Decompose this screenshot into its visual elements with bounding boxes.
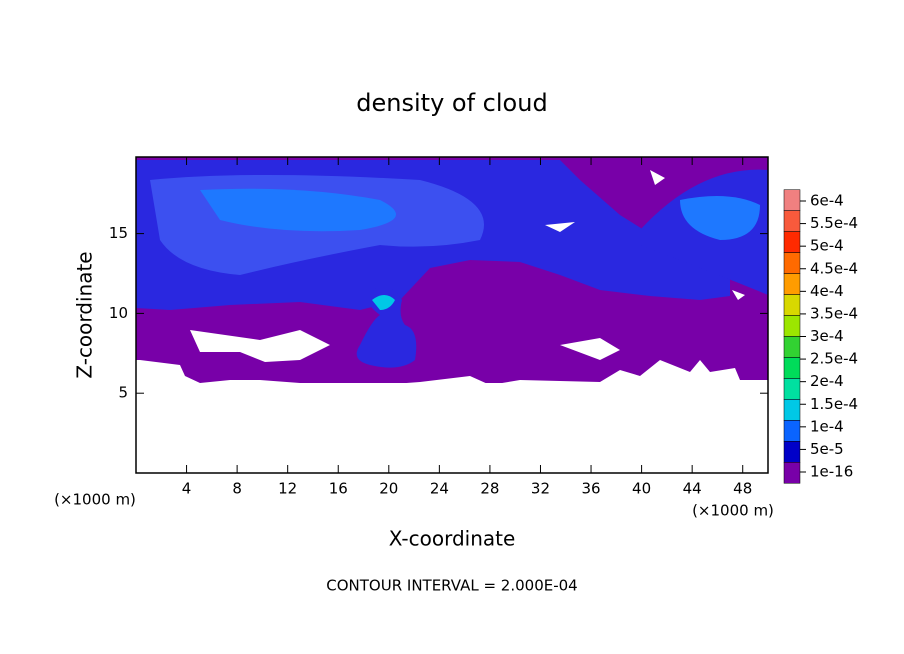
x-tick-label: 48 bbox=[733, 480, 752, 498]
colorbar-label: 6e-4 bbox=[810, 192, 844, 210]
colorbar-box bbox=[783, 273, 801, 295]
colorbar-label: 5e-4 bbox=[810, 237, 844, 255]
x-tick-label: 32 bbox=[531, 480, 550, 498]
colorbar-label: 3e-4 bbox=[810, 327, 844, 345]
colorbar-box bbox=[783, 420, 801, 442]
field-blue bbox=[356, 286, 417, 368]
field-blue-light bbox=[680, 196, 760, 240]
colorbar-label: 5e-5 bbox=[810, 440, 844, 458]
annotation: CONTOUR INTERVAL = 2.000E-04 bbox=[326, 577, 577, 595]
plot-frame bbox=[135, 156, 769, 474]
x-tick-label: 20 bbox=[379, 480, 398, 498]
colorbar-box bbox=[783, 441, 801, 463]
x-tick-label: 16 bbox=[329, 480, 348, 498]
chart-title: density of cloud bbox=[356, 89, 547, 117]
x-tick-label: 12 bbox=[278, 480, 297, 498]
x-unit-label: (×1000 m) bbox=[692, 502, 774, 520]
colorbar-box bbox=[783, 189, 801, 211]
x-tick-label: 44 bbox=[683, 480, 702, 498]
field-hole bbox=[190, 330, 330, 362]
colorbar-label: 1e-16 bbox=[810, 463, 853, 481]
x-tick-label: 40 bbox=[632, 480, 651, 498]
x-tick-label: 28 bbox=[480, 480, 499, 498]
y-tick-label: 10 bbox=[109, 304, 128, 322]
field-empty bbox=[136, 383, 768, 473]
colorbar-box bbox=[783, 399, 801, 421]
colorbar-box bbox=[783, 462, 801, 484]
colorbar-label: 1e-4 bbox=[810, 417, 844, 435]
colorbar-box bbox=[783, 210, 801, 232]
colorbar-label: 2e-4 bbox=[810, 372, 844, 390]
x-axis-label: X-coordinate bbox=[389, 527, 516, 551]
colorbar-box bbox=[783, 315, 801, 337]
y-tick-label: 15 bbox=[109, 224, 128, 242]
colorbar-label: 3.5e-4 bbox=[810, 304, 858, 322]
colorbar-box bbox=[783, 357, 801, 379]
colorbar-label: 1.5e-4 bbox=[810, 395, 858, 413]
y-tick-label: 5 bbox=[118, 384, 128, 402]
colorbar-box bbox=[783, 252, 801, 274]
colorbar-label: 2.5e-4 bbox=[810, 350, 858, 368]
x-tick-label: 36 bbox=[581, 480, 600, 498]
colorbar-label: 5.5e-4 bbox=[810, 214, 858, 232]
y-unit-label: (×1000 m) bbox=[54, 491, 136, 509]
colorbar-box bbox=[783, 294, 801, 316]
x-tick-label: 24 bbox=[430, 480, 449, 498]
colorbar-box bbox=[783, 378, 801, 400]
x-tick-label: 4 bbox=[182, 480, 192, 498]
colorbar-label: 4.5e-4 bbox=[810, 259, 858, 277]
x-tick-label: 8 bbox=[232, 480, 242, 498]
colorbar-label: 4e-4 bbox=[810, 282, 844, 300]
field-cyan bbox=[372, 295, 395, 310]
y-axis-label: Z-coordinate bbox=[73, 251, 97, 378]
contour-field bbox=[136, 157, 768, 473]
colorbar-box bbox=[783, 336, 801, 358]
field-blue-light bbox=[200, 188, 396, 232]
colorbar-box bbox=[783, 231, 801, 253]
